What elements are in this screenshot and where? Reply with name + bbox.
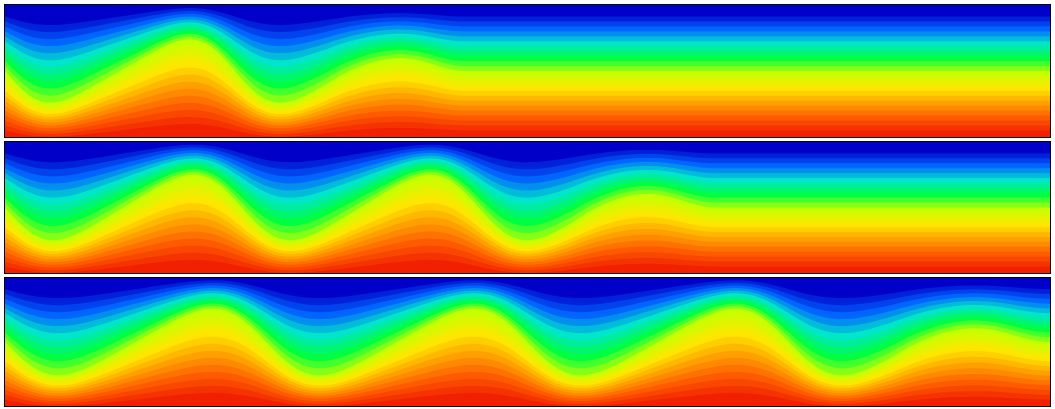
convection-field-image-1 <box>5 5 1050 137</box>
temperature-band <box>5 259 1050 273</box>
convection-field-image-3 <box>5 278 1050 406</box>
convection-field-panel-2 <box>4 141 1051 274</box>
convection-field-panel-3 <box>4 277 1051 407</box>
temperature-band <box>5 392 1050 406</box>
convection-field-panel-1 <box>4 4 1051 138</box>
temperature-band <box>5 124 1050 137</box>
convection-field-image-2 <box>5 142 1050 273</box>
